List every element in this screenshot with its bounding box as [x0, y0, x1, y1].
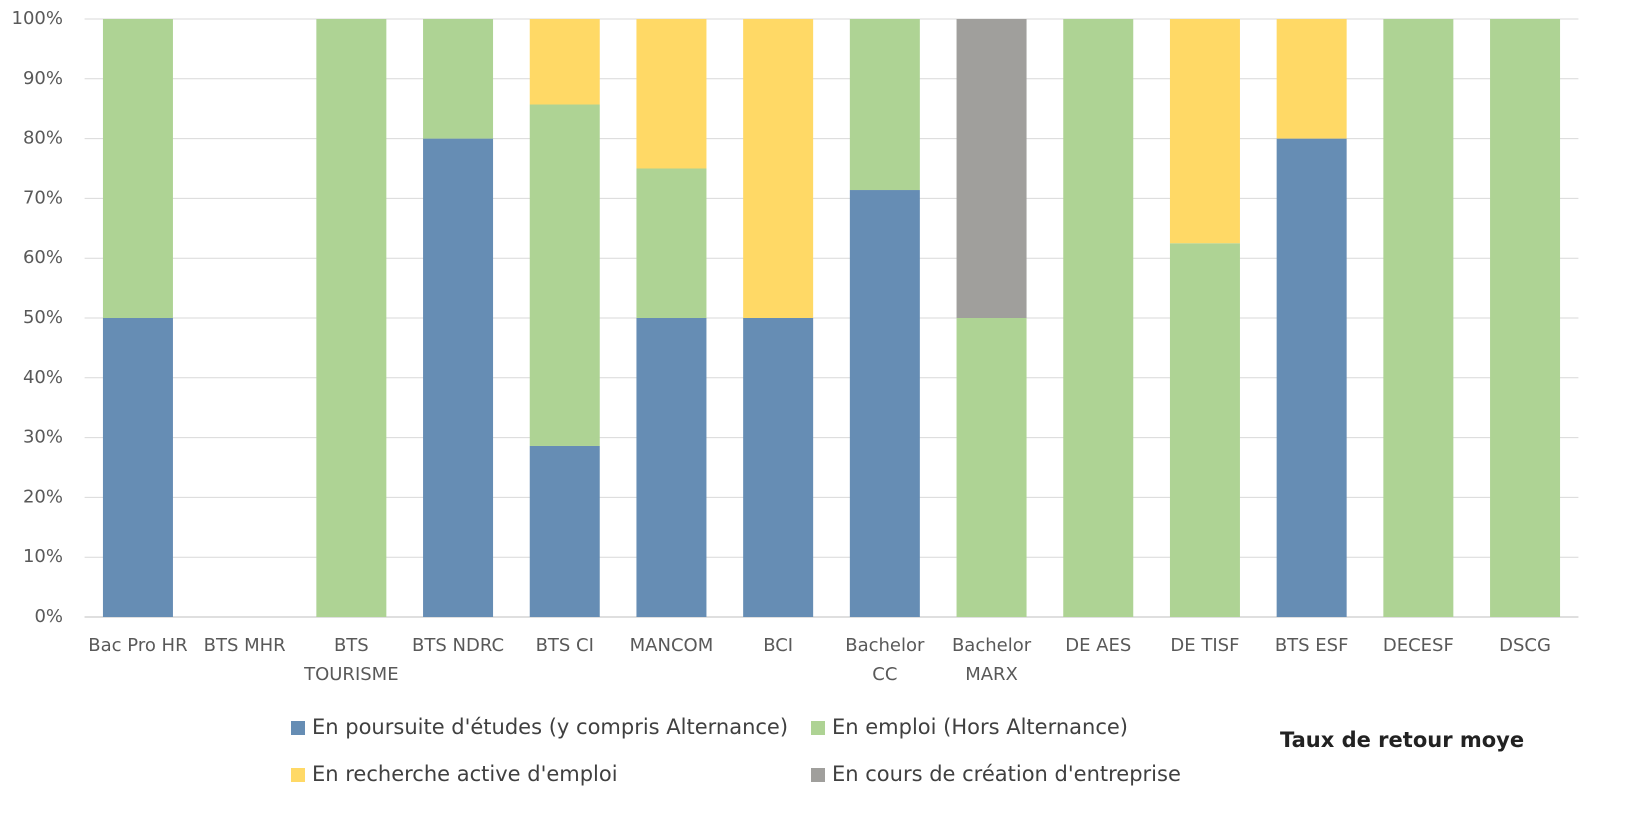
legend-label: En poursuite d'études (y compris Alterna…	[312, 715, 788, 739]
y-tick-label: 80%	[23, 128, 63, 149]
bar-segment	[956, 19, 1027, 318]
bar-segment	[529, 19, 600, 105]
bar-segment	[1169, 243, 1240, 617]
bar-segment	[1276, 19, 1347, 139]
x-tick-label: DE AES	[1065, 635, 1131, 656]
y-tick-label: 10%	[23, 546, 63, 567]
x-tick-label: BTS NDRC	[412, 635, 504, 656]
x-tick-label: MANCOM	[630, 635, 714, 656]
bar-segment	[102, 318, 173, 617]
y-tick-label: 70%	[23, 187, 63, 208]
x-tick-label: DE TISF	[1170, 635, 1239, 656]
legend-swatch	[291, 768, 305, 782]
legend-label: En cours de création d'entreprise	[832, 762, 1181, 786]
bar-segment	[1276, 138, 1347, 617]
y-tick-label: 40%	[23, 367, 63, 388]
bar-segment	[529, 104, 600, 446]
bar-segment	[102, 19, 173, 318]
bar-segment	[956, 318, 1027, 617]
bar-segment	[743, 318, 814, 617]
y-tick-label: 0%	[34, 606, 63, 627]
y-tick-label: 100%	[12, 8, 63, 29]
y-tick-label: 20%	[23, 486, 63, 507]
bar-segment	[1169, 19, 1240, 244]
x-tick-label: BTS CI	[536, 635, 594, 656]
bar-segment	[636, 168, 707, 318]
x-tick-label: BTS ESF	[1275, 635, 1349, 656]
x-tick-label: BTS TOURISME	[303, 635, 398, 685]
legend-label: En recherche active d'emploi	[312, 762, 618, 786]
y-tick-label: 30%	[23, 427, 63, 448]
x-tick-label: BTS MHR	[204, 635, 286, 656]
y-tick-label: 50%	[23, 307, 63, 328]
bar-segment	[423, 138, 494, 617]
x-tick-label: DSCG	[1499, 635, 1551, 656]
y-tick-label: 60%	[23, 247, 63, 268]
bar-segment	[849, 19, 920, 191]
bar-segment	[743, 19, 814, 318]
bar-segment	[316, 19, 387, 617]
bar-segment	[529, 445, 600, 617]
legend-swatch	[811, 768, 825, 782]
bar-segment	[849, 190, 920, 617]
y-tick-label: 90%	[23, 68, 63, 89]
x-tick-label: Bachelor MARX	[952, 635, 1032, 685]
x-tick-label: Bachelor CC	[845, 635, 925, 685]
bar-segment	[1383, 19, 1454, 617]
x-tick-label: DECESF	[1383, 635, 1454, 656]
bar-segment	[1490, 19, 1561, 617]
annotation: Taux de retour moye	[1280, 728, 1524, 752]
x-tick-label: BCI	[763, 635, 793, 656]
bar-segment	[636, 318, 707, 617]
legend-swatch	[811, 721, 825, 735]
x-tick-label: Bac Pro HR	[88, 635, 187, 656]
bar-segment	[423, 19, 494, 139]
legend-label: En emploi (Hors Alternance)	[832, 715, 1128, 739]
bar-segment	[1063, 19, 1134, 617]
bar-segment	[636, 19, 707, 169]
legend-swatch	[291, 721, 305, 735]
